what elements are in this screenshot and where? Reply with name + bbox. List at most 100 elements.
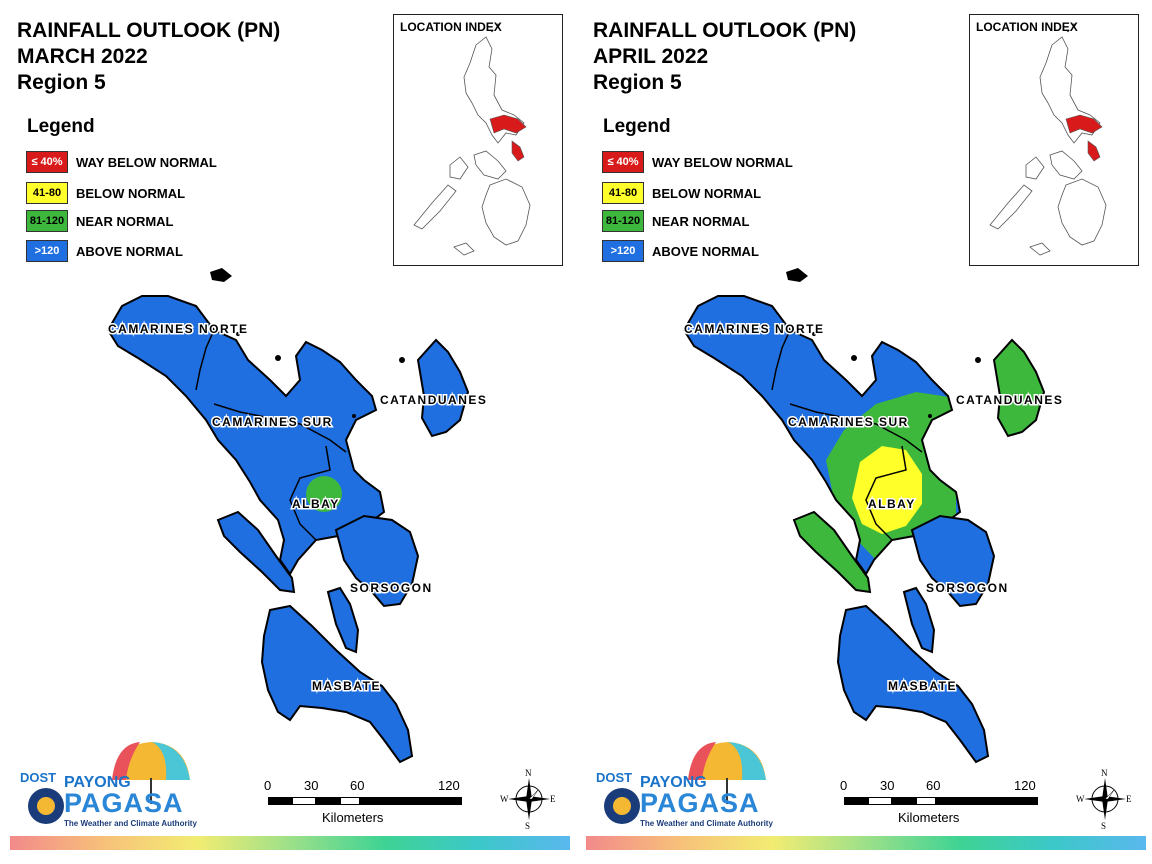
legend-swatch: 81-120 — [602, 210, 644, 232]
scale-segment — [936, 797, 1038, 805]
legend-item-near-normal: 81-120 NEAR NORMAL — [602, 209, 750, 233]
payong-text: PAYONG — [640, 774, 707, 791]
scale-tick-label: 0 — [840, 778, 848, 793]
scale-segment — [844, 797, 868, 805]
boundary-line — [289, 445, 331, 541]
footer-gradient-bar — [10, 836, 570, 850]
legend-label: ABOVE NORMAL — [76, 243, 183, 259]
boundary-line — [865, 445, 907, 541]
compass-rose-icon: N S E W — [500, 768, 558, 831]
legend-swatch: >120 — [602, 240, 644, 262]
dost-text: DOST — [20, 770, 57, 785]
island-shape-ticao — [902, 586, 936, 654]
scale-segment — [916, 797, 936, 805]
boundary-line — [195, 329, 215, 391]
legend-label: BELOW NORMAL — [76, 185, 186, 201]
islet — [352, 414, 356, 418]
scale-tick-label: 120 — [1014, 778, 1036, 793]
scale-segment — [892, 797, 916, 805]
legend-label: ABOVE NORMAL — [652, 243, 759, 259]
islet — [786, 268, 808, 282]
svg-text:N: N — [1101, 768, 1108, 778]
province-shape-sorsogon — [910, 514, 996, 608]
pagasa-tagline: The Weather and Climate Authority — [64, 819, 197, 828]
province-shape-catanduanes — [416, 338, 470, 438]
philippines-inset-map — [413, 23, 531, 256]
province-shape-catanduanes — [992, 338, 1046, 438]
island-shape-burias — [792, 510, 872, 594]
province-outline — [682, 295, 962, 576]
svg-text:W: W — [500, 794, 509, 804]
legend-item-below-normal: 41-80 BELOW NORMAL — [26, 181, 185, 205]
province-label-catanduanes: CATANDUANES — [380, 393, 487, 407]
legend-label: NEAR NORMAL — [76, 213, 174, 229]
legend-label: NEAR NORMAL — [652, 213, 750, 229]
province-label-sorsogon: SORSOGON — [350, 581, 433, 595]
legend-title: Legend — [603, 116, 671, 137]
province-label-camarines-norte: CAMARINES NORTE — [108, 322, 249, 336]
region5-rainfall-map: CAMARINES NORTE CAMARINES SUR CATANDUANE… — [107, 268, 487, 764]
legend-item-above-normal: >120 ABOVE NORMAL — [602, 239, 759, 263]
map-title: RAINFALL OUTLOOK (PN) MARCH 2022 Region … — [17, 18, 280, 96]
outlook-panel-march: RAINFALL OUTLOOK (PN) MARCH 2022 Region … — [10, 14, 570, 850]
title-line-2: APRIL 2022 — [593, 45, 709, 68]
island-shape-ticao — [326, 586, 360, 654]
title-line-2: MARCH 2022 — [17, 45, 148, 68]
scale-segment — [340, 797, 360, 805]
near-normal-zone — [826, 392, 956, 560]
location-index-title: LOCATION INDEX — [976, 20, 1078, 34]
island-shape-burias — [216, 510, 296, 594]
legend-item-near-normal: 81-120 NEAR NORMAL — [26, 209, 174, 233]
islet — [210, 268, 232, 282]
boundary-line — [213, 403, 347, 453]
islet — [928, 414, 932, 418]
umbrella-icon — [604, 742, 766, 824]
title-line-1: RAINFALL OUTLOOK (PN) — [17, 19, 281, 42]
legend-swatch: 41-80 — [602, 182, 644, 204]
title-line-3: Region 5 — [593, 71, 682, 94]
scale-tick-label: 30 — [304, 778, 319, 793]
payong-pagasa-logo: DOST PAYONG PAGASA The Weather and Clima… — [16, 740, 206, 832]
province-label-camarines-sur: CAMARINES SUR — [212, 415, 333, 429]
legend-swatch: ≤ 40% — [602, 151, 644, 173]
near-normal-patch-albay — [306, 476, 342, 512]
legend-item-way-below-normal: ≤ 40% WAY BELOW NORMAL — [602, 150, 793, 174]
scale-segment — [292, 797, 316, 805]
legend-item-above-normal: >120 ABOVE NORMAL — [26, 239, 183, 263]
legend-swatch: ≤ 40% — [26, 151, 68, 173]
province-shape-masbate — [836, 604, 990, 764]
province-shape-sorsogon — [334, 514, 420, 608]
islet — [851, 355, 857, 361]
footer-gradient-bar — [586, 836, 1146, 850]
pagasa-text: PAGASA — [64, 788, 184, 818]
map-title: RAINFALL OUTLOOK (PN) APRIL 2022 Region … — [593, 18, 856, 96]
islet — [236, 332, 240, 336]
province-shape-masbate — [260, 604, 414, 764]
boundary-line — [789, 403, 923, 453]
region5-rainfall-map: CAMARINES NORTE CAMARINES SUR CATANDUANE… — [682, 268, 1063, 764]
province-label-catanduanes: CATANDUANES — [956, 393, 1063, 407]
legend-label: WAY BELOW NORMAL — [76, 154, 217, 170]
scale-segment — [360, 797, 462, 805]
legend-item-below-normal: 41-80 BELOW NORMAL — [602, 181, 761, 205]
location-index-title: LOCATION INDEX — [400, 20, 502, 34]
islet — [975, 357, 981, 363]
below-normal-zone-albay — [852, 446, 922, 534]
umbrella-icon — [28, 742, 190, 824]
svg-text:S: S — [525, 821, 530, 830]
dost-text: DOST — [596, 770, 633, 785]
compass-rose-icon: N S E W — [1076, 768, 1134, 831]
legend-swatch: 41-80 — [26, 182, 68, 204]
province-label-masbate: MASBATE — [312, 679, 381, 693]
pagasa-text: PAGASA — [640, 788, 760, 818]
islet — [812, 332, 816, 336]
legend-item-way-below-normal: ≤ 40% WAY BELOW NORMAL — [26, 150, 217, 174]
legend-label: BELOW NORMAL — [652, 185, 762, 201]
province-label-albay: ALBAY — [868, 497, 916, 511]
boundary-line — [771, 329, 791, 391]
scale-tick-label: 60 — [926, 778, 941, 793]
scale-unit-label: Kilometers — [322, 810, 384, 825]
scale-segment — [268, 797, 292, 805]
title-line-3: Region 5 — [17, 71, 106, 94]
province-label-masbate: MASBATE — [888, 679, 957, 693]
